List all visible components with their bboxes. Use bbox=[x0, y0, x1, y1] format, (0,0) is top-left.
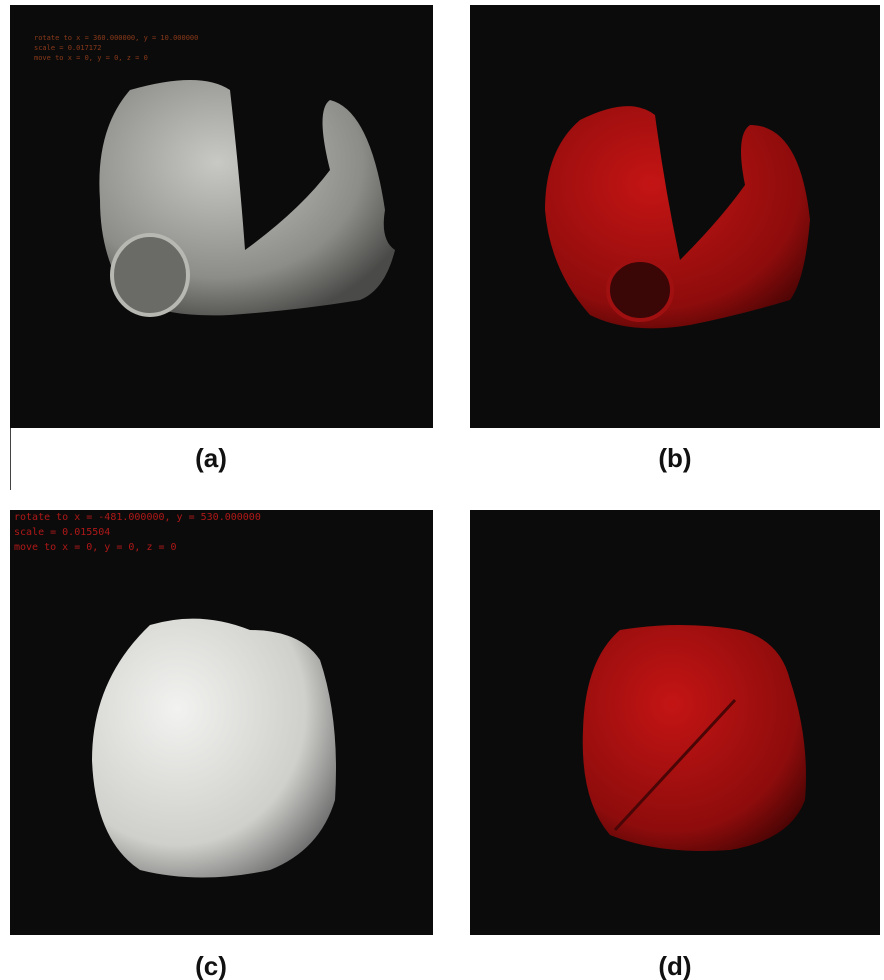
overlay-text: rotate to x = 360.000000, y = 10.000000 bbox=[34, 34, 198, 42]
organ-model bbox=[92, 619, 336, 878]
organ-model bbox=[583, 625, 806, 851]
panel-c: rotate to x = -481.000000, y = 530.00000… bbox=[10, 510, 433, 980]
panel-label: (d) bbox=[658, 951, 691, 980]
figure: rotate to x = 360.000000, y = 10.000000 … bbox=[0, 0, 884, 980]
panel-a: rotate to x = 360.000000, y = 10.000000 … bbox=[10, 5, 433, 490]
panel-b: (b) bbox=[470, 5, 880, 473]
panel-label: (c) bbox=[195, 951, 227, 980]
panel-label: (b) bbox=[658, 443, 691, 473]
overlay-text: move to x = 0, y = 0, z = 0 bbox=[34, 54, 148, 62]
panel-background bbox=[470, 5, 880, 428]
panel-d: (d) bbox=[470, 510, 880, 980]
overlay-text: move to x = 0, y = 0, z = 0 bbox=[14, 542, 177, 553]
vessel-opening bbox=[608, 260, 672, 320]
overlay-text: scale = 0.015504 bbox=[14, 527, 110, 538]
panel-label: (a) bbox=[195, 443, 227, 473]
overlay-text: rotate to x = -481.000000, y = 530.00000… bbox=[14, 512, 261, 523]
vessel-opening bbox=[112, 235, 188, 315]
overlay-text: scale = 0.017172 bbox=[34, 44, 101, 52]
